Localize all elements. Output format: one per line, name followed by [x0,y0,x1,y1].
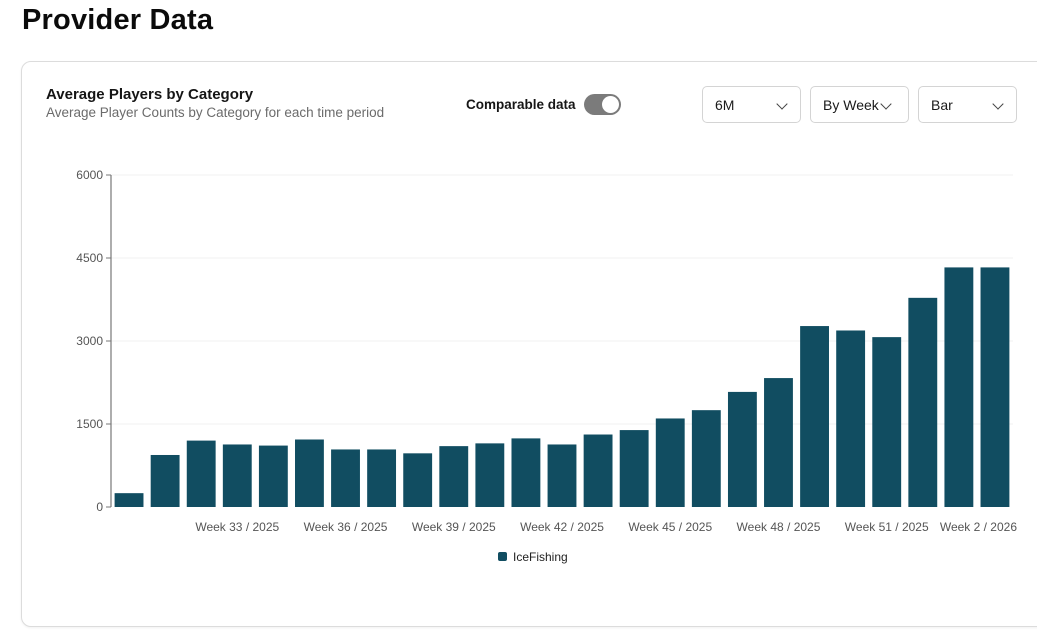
bar [295,439,324,507]
bar [258,445,288,507]
y-tick-label: 4500 [76,251,103,265]
bar [619,430,649,507]
bar [403,453,433,507]
bar [691,410,721,507]
comparable-data-label: Comparable data [466,97,576,112]
time-range-select[interactable]: 6M [702,86,801,123]
bar [186,440,216,507]
card-subtitle: Average Player Counts by Category for ea… [46,105,385,120]
chart-type-value: Bar [931,96,953,113]
y-tick-label: 3000 [76,334,103,348]
bar [655,418,685,507]
comparable-data-control: Comparable data [466,94,621,115]
time-range-value: 6M [715,96,735,113]
chart-type-select[interactable]: Bar [918,86,1017,123]
bar [944,267,974,507]
bar [367,449,397,507]
x-tick-label: Week 42 / 2025 [520,520,604,534]
legend-label: IceFishing [513,550,568,564]
grouping-select[interactable]: By Week [810,86,909,123]
bar [800,326,829,507]
card-title: Average Players by Category [46,86,254,103]
bar [583,434,613,507]
bar [727,391,757,507]
bar [547,444,577,507]
x-tick-label: Week 45 / 2025 [628,520,712,534]
x-tick-label: Week 2 / 2026 [940,520,1017,534]
bar [475,443,505,507]
bar [511,438,541,507]
chart-card: Average Players by Category Average Play… [21,61,1037,627]
x-tick-label: Week 48 / 2025 [737,520,821,534]
page-title: Provider Data [22,4,214,36]
bar [908,297,938,507]
x-tick-label: Week 33 / 2025 [195,520,279,534]
bar [222,444,252,507]
bar [980,267,1010,507]
bar [836,330,866,507]
grouping-value: By Week [823,96,879,113]
legend-swatch [498,552,507,561]
x-tick-label: Week 36 / 2025 [304,520,388,534]
x-tick-label: Week 39 / 2025 [412,520,496,534]
y-tick-label: 6000 [76,168,103,182]
bar [872,337,902,507]
bar [150,454,180,507]
comparable-data-toggle[interactable] [583,94,621,115]
bar [439,446,469,507]
bar [114,493,144,507]
bar [331,449,360,507]
y-tick-label: 1500 [76,417,103,431]
bar [764,378,793,507]
y-tick-label: 0 [96,500,103,514]
x-tick-label: Week 51 / 2025 [845,520,929,534]
toggle-knob [601,96,619,113]
